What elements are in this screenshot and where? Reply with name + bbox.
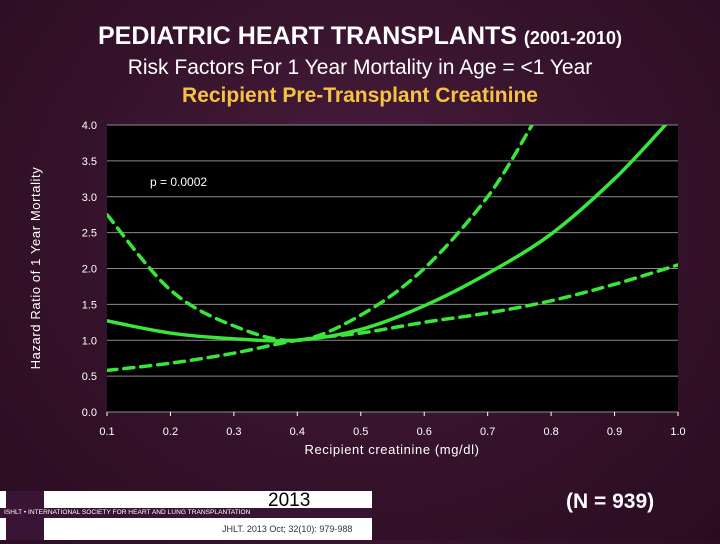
hazard-ratio-line [107, 125, 668, 343]
y-axis-title: Hazard Ratio of 1 Year Mortality [28, 167, 43, 370]
ishlt-logo-strip [0, 508, 372, 518]
x-tick-label: 0.8 [543, 426, 558, 438]
confidence-interval-line [107, 125, 534, 343]
confidence-interval-line [107, 263, 678, 373]
y-tick-label: 1.5 [82, 299, 97, 311]
ishlt-logo-subtitle: ISHLT • INTERNATIONAL SOCIETY FOR HEART … [4, 509, 251, 516]
y-axis-ticks: 0.0 0.5 1.0 1.5 2.0 2.5 3.0 3.5 4.0 [82, 120, 97, 419]
x-tick-label: 1.0 [670, 426, 685, 438]
sample-size: (N = 939) [566, 490, 655, 513]
x-tick-label: 0.6 [417, 426, 432, 438]
x-axis-ticks: 0.1 0.2 0.3 0.4 0.5 0.6 0.7 0.8 0.9 1.0 [99, 412, 686, 438]
x-axis-title: Recipient creatinine (mg/dl) [304, 442, 479, 457]
p-value-annotation: p = 0.0002 [150, 175, 207, 189]
y-tick-label: 2.0 [82, 264, 97, 276]
grid-lines [107, 124, 678, 413]
y-tick-label: 3.0 [82, 192, 97, 204]
x-tick-label: 0.2 [163, 426, 178, 438]
x-tick-label: 0.3 [226, 426, 241, 438]
footer-year: 2013 [268, 490, 311, 511]
slide-title-main: PEDIATRIC HEART TRANSPLANTS [97, 22, 517, 50]
slide-variable: Recipient Pre-Transplant Creatinine [182, 84, 538, 107]
slide-title: PEDIATRIC HEART TRANSPLANTS (2001-2010) [0, 22, 720, 51]
x-tick-label: 0.5 [353, 426, 368, 438]
slide-title-years: (2001-2010) [523, 28, 622, 48]
footer-citation: JHLT. 2013 Oct; 32(10): 979-988 [222, 524, 353, 534]
x-tick-label: 0.7 [480, 426, 495, 438]
y-tick-label: 1.0 [82, 335, 97, 347]
slide-subtitle: Risk Factors For 1 Year Mortality in Age… [127, 56, 593, 79]
y-tick-label: 0.0 [82, 407, 97, 419]
x-tick-label: 0.9 [607, 426, 622, 438]
y-tick-label: 3.5 [82, 156, 97, 168]
y-tick-label: 4.0 [82, 120, 97, 132]
y-tick-label: 0.5 [82, 371, 97, 383]
x-tick-label: 0.4 [290, 426, 305, 438]
series-group [107, 125, 678, 373]
y-tick-label: 2.5 [82, 228, 97, 240]
x-tick-label: 0.1 [99, 426, 114, 438]
